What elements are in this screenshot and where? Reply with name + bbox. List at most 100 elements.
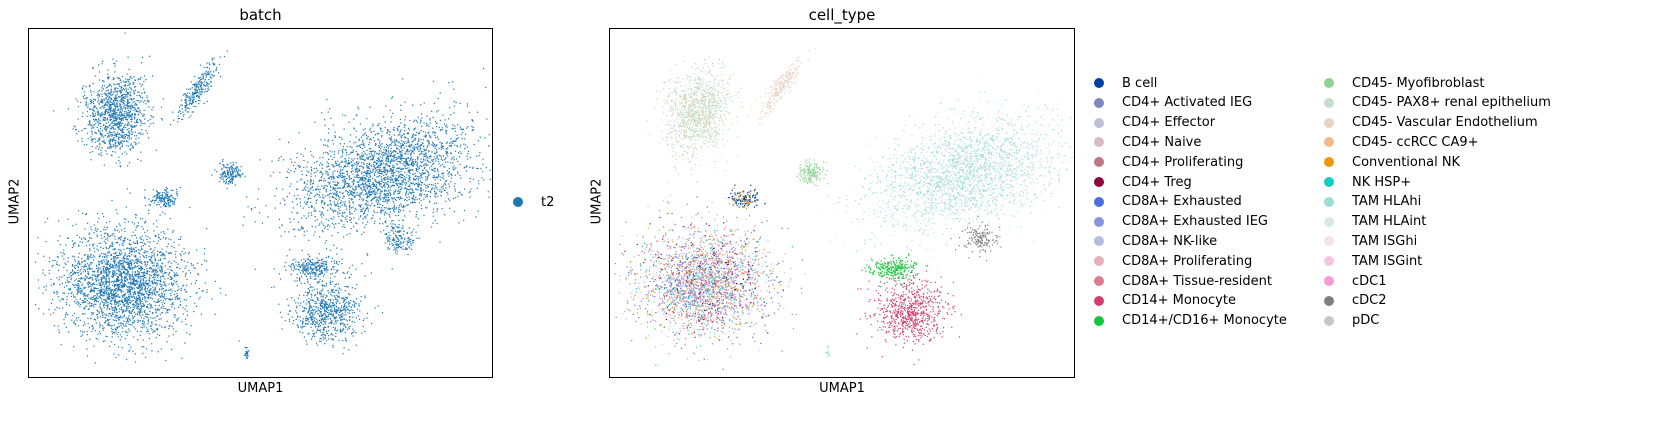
scatter-point: [176, 280, 178, 282]
scatter-point: [115, 90, 117, 92]
scatter-point: [115, 329, 117, 331]
scatter-point: [95, 132, 97, 134]
scatter-point: [72, 263, 74, 266]
scatter-point: [229, 178, 231, 180]
scatter-point: [174, 290, 176, 292]
scatter-point: [407, 133, 409, 135]
scatter-point: [100, 277, 103, 279]
scatter-point: [149, 274, 151, 276]
scatter-point: [195, 101, 197, 103]
scatter-point: [121, 268, 123, 270]
scatter-point: [154, 330, 156, 332]
scatter-point: [110, 315, 112, 317]
scatter-point: [356, 170, 358, 172]
scatter-point: [140, 261, 142, 263]
scatter-point: [208, 62, 210, 64]
scatter-point: [231, 175, 233, 178]
scatter-point: [90, 136, 92, 138]
scatter-point: [141, 292, 143, 294]
scatter-point: [130, 143, 132, 145]
scatter-point: [98, 122, 100, 124]
scatter-point: [164, 290, 166, 292]
scatter-point: [143, 251, 145, 254]
scatter-point: [124, 227, 126, 230]
scatter-point: [124, 295, 126, 297]
scatter-point: [128, 344, 130, 346]
scatter-point: [164, 271, 166, 273]
batch-x-axis-label: UMAP1: [237, 381, 284, 396]
scatter-point: [144, 189, 146, 191]
scatter-point: [108, 268, 110, 270]
scatter-point: [100, 278, 102, 280]
scatter-point: [222, 173, 224, 175]
scatter-point: [172, 302, 174, 304]
scatter-point: [152, 277, 154, 279]
scatter-point: [144, 288, 146, 290]
scatter-point: [141, 293, 143, 296]
scatter-point: [125, 277, 127, 279]
scatter-point: [104, 125, 107, 127]
scatter-point: [121, 136, 123, 138]
scatter-point: [200, 81, 203, 83]
scatter-point: [149, 266, 151, 269]
scatter-point: [138, 252, 140, 254]
scatter-point: [104, 114, 106, 116]
scatter-point: [459, 126, 461, 128]
scatter-point: [207, 88, 209, 90]
scatter-point: [278, 157, 280, 159]
scatter-point: [153, 289, 156, 291]
scatter-point: [132, 271, 134, 273]
scatter-point: [101, 289, 103, 292]
scatter-point: [372, 192, 374, 194]
scatter-point: [108, 141, 111, 144]
scatter-point: [238, 174, 240, 176]
scatter-point: [115, 135, 117, 137]
scatter-point: [371, 199, 373, 201]
scatter-point: [51, 299, 54, 301]
scatter-point: [131, 129, 133, 131]
scatter-point: [181, 108, 183, 110]
scatter-point: [118, 325, 120, 328]
scatter-point: [227, 164, 229, 166]
scatter-point: [102, 105, 104, 107]
scatter-point: [149, 55, 151, 57]
scatter-point: [89, 84, 91, 86]
scatter-point: [127, 274, 129, 276]
scatter-point: [229, 167, 231, 169]
scatter-point: [130, 346, 132, 348]
scatter-point: [161, 195, 163, 197]
scatter-point: [51, 266, 53, 268]
scatter-point: [216, 67, 218, 69]
scatter-point: [92, 271, 94, 273]
scatter-point: [404, 182, 406, 184]
scatter-point: [209, 64, 211, 66]
scatter-point: [184, 288, 186, 291]
scatter-point: [377, 176, 379, 178]
scatter-point: [62, 252, 64, 254]
scatter-point: [96, 108, 98, 110]
scatter-point: [149, 325, 151, 327]
scatter-point: [177, 295, 179, 297]
scatter-point: [106, 262, 108, 264]
scatter-point: [125, 95, 127, 97]
scatter-point: [156, 194, 158, 196]
scatter-point: [89, 290, 91, 292]
scatter-point: [115, 320, 117, 322]
scatter-point: [82, 96, 84, 98]
scatter-point: [117, 326, 119, 328]
scatter-point: [114, 299, 116, 301]
scatter-point: [185, 96, 187, 98]
scatter-point: [108, 289, 110, 291]
scatter-point: [210, 80, 212, 82]
scatter-point: [105, 246, 107, 248]
scatter-point: [91, 330, 93, 333]
scatter-point: [59, 300, 61, 302]
scatter-point: [98, 217, 100, 219]
scatter-point: [125, 262, 127, 264]
scatter-point: [139, 279, 142, 281]
scatter-point: [376, 176, 378, 178]
scatter-point: [388, 184, 390, 186]
scatter-point: [156, 324, 158, 326]
scatter-point: [170, 288, 172, 290]
scatter-point: [378, 168, 380, 170]
